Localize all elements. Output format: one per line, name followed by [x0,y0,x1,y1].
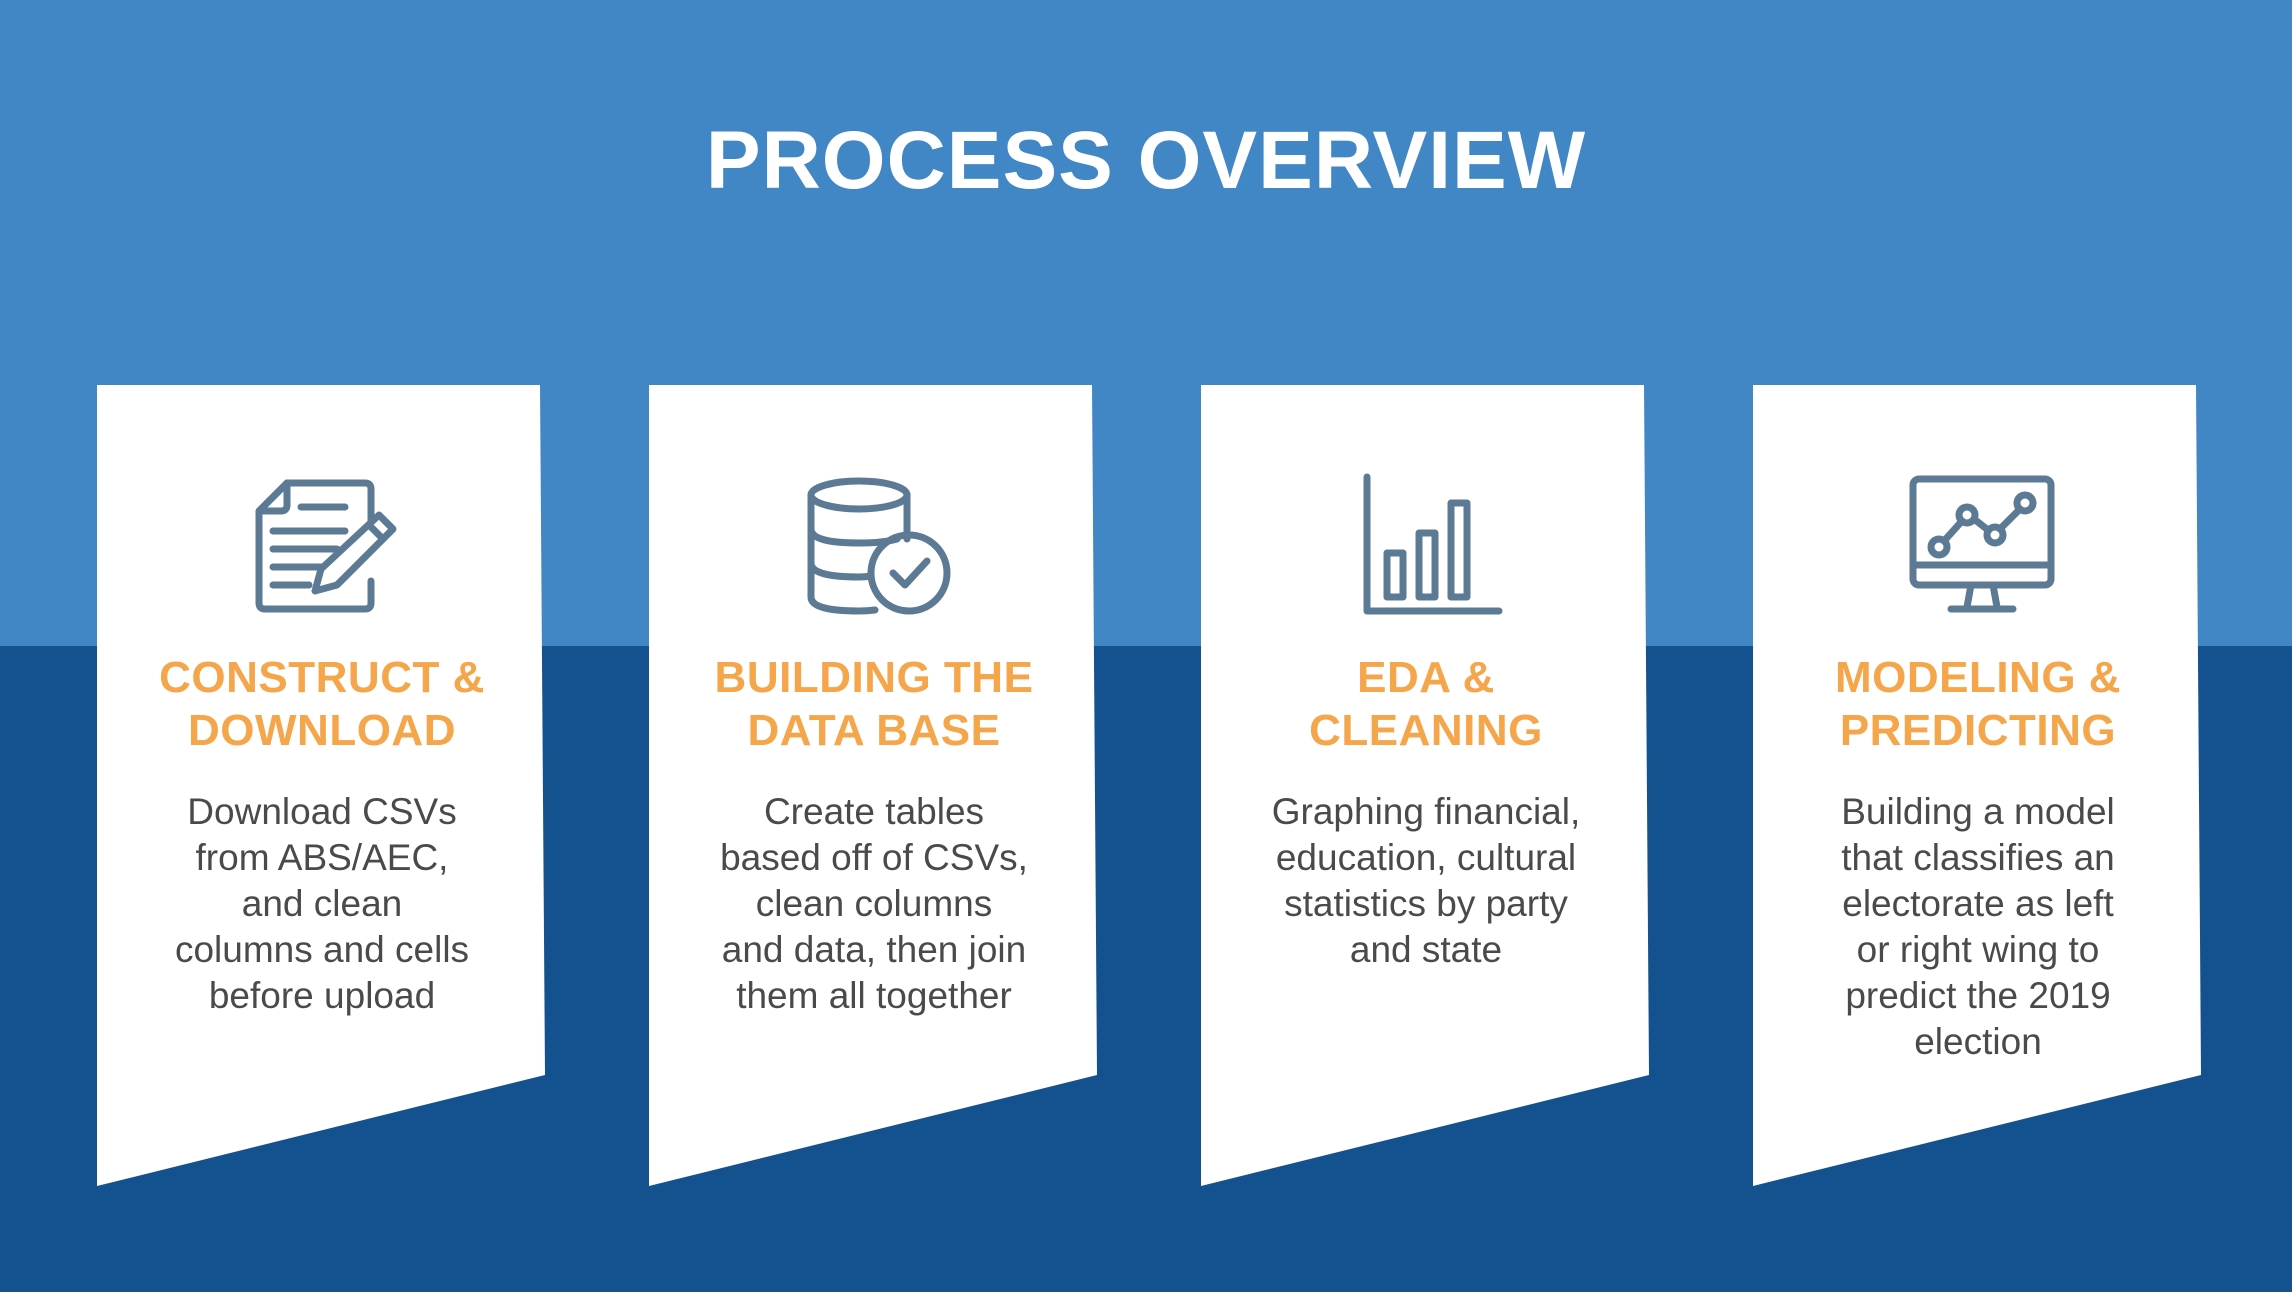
card-background [1753,385,2201,1186]
card-heading: EDA & CLEANING [1309,653,1543,755]
bar-chart-icon [1363,473,1503,615]
card-heading: CONSTRUCT & DOWNLOAD [159,653,485,755]
card-description: Building a model that classifies an elec… [1841,791,2115,1062]
process-card-modeling-predicting: MODELING & PREDICTING Building a model t… [1753,385,2205,1186]
card-background [97,385,545,1186]
card-description: Create tables based off of CSVs, clean c… [720,791,1028,1016]
card-background [649,385,1097,1186]
database-check-icon [807,477,951,615]
process-card-building-database: BUILDING THE DATA BASE Create tables bas… [649,385,1101,1186]
page-title: PROCESS OVERVIEW [705,115,1587,206]
card-description: Graphing financial, education, cultural … [1271,791,1581,970]
document-edit-icon [255,479,397,613]
card-heading: MODELING & PREDICTING [1834,653,2122,755]
card-background [1201,385,1649,1186]
card-description: Download CSVs from ABS/AEC, and clean co… [174,791,470,1016]
monitor-line-chart-icon [1909,475,2055,613]
card-heading: BUILDING THE DATA BASE [714,653,1034,755]
process-card-eda-cleaning: EDA & CLEANING Graphing financial, educa… [1201,385,1653,1186]
process-card-construct-download: CONSTRUCT & DOWNLOAD Download CSVs from … [97,385,549,1186]
